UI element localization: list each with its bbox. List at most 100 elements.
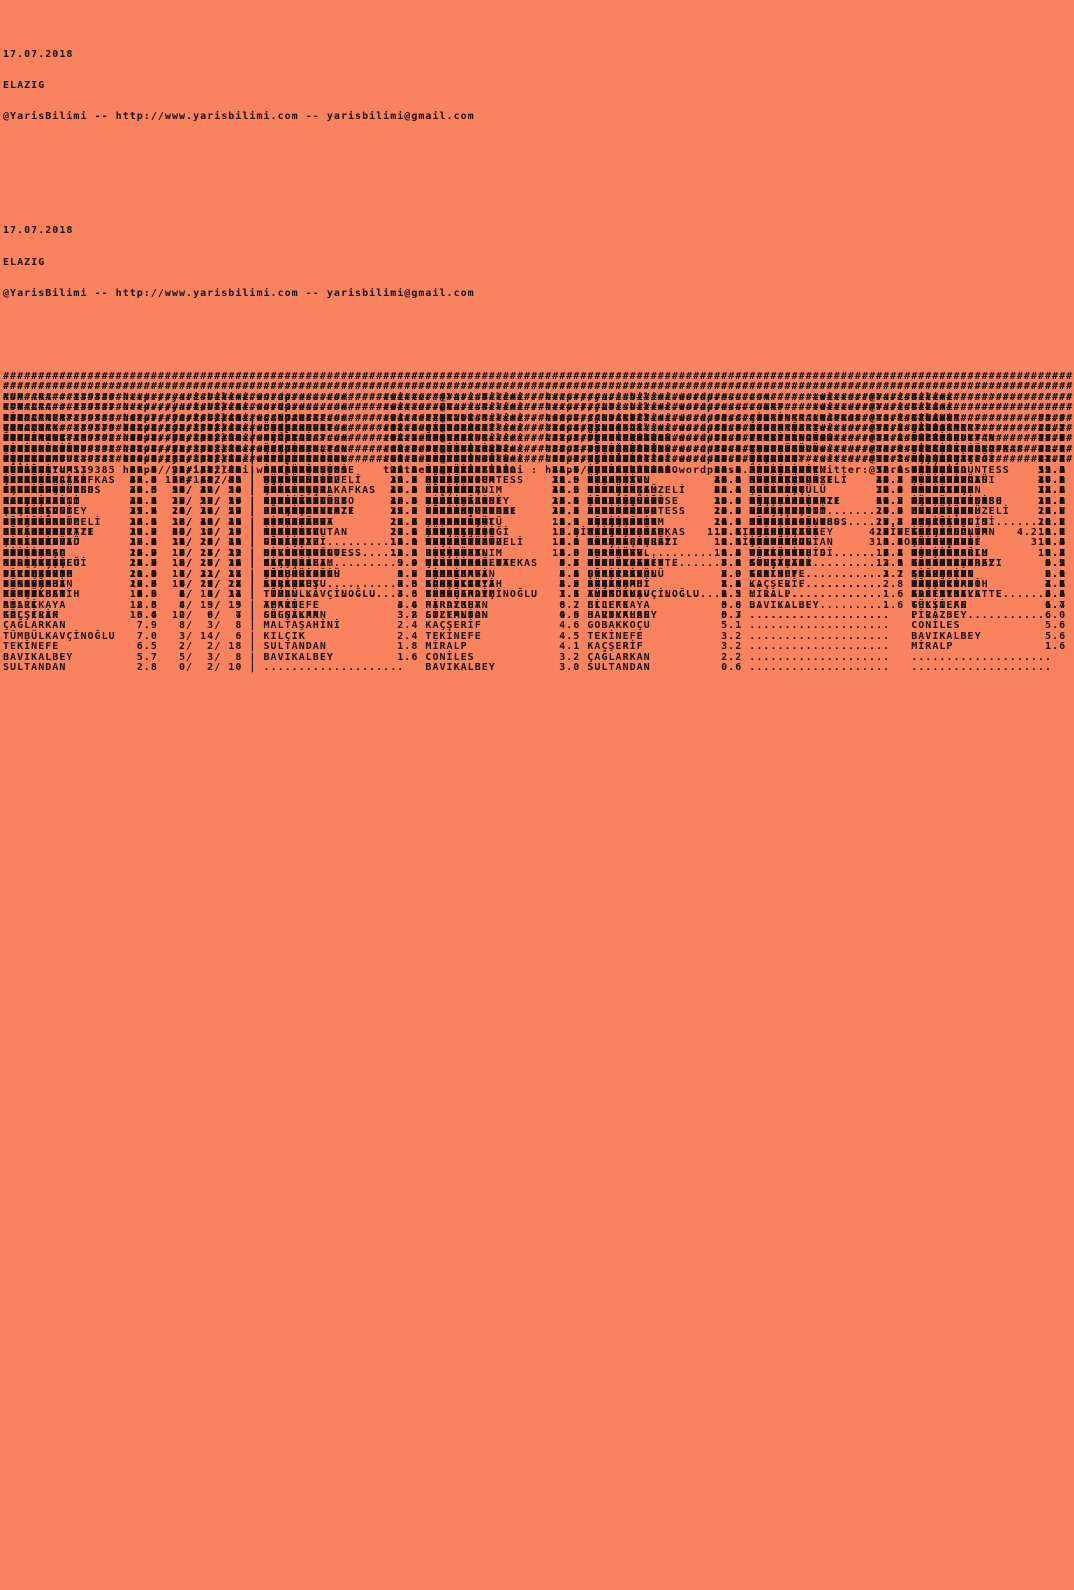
stats-row: KURTKIZ 50.6 52/ 41/ 24 | REVŞANHANIM 38… xyxy=(3,454,1074,466)
stats-row: PERVİNSULTAN 67.2 69/ 48/ 22 | CEĞİTLİ 5… xyxy=(3,433,1074,445)
stats-row: MONDES 9.3 7/ 5/ 12 | ..................… xyxy=(3,547,1074,559)
spacer xyxy=(3,341,1074,351)
separator-line: ########################################… xyxy=(3,443,1074,455)
location-line: ELAZIG xyxy=(3,79,46,91)
block-source-line: KUM ARA = 139385 http://yarisbilimi.word… xyxy=(3,464,954,476)
stats-row: CANBERKHAN 16.7 10/ 11/ 18 | SELİMBEY 1.… xyxy=(3,578,1074,590)
column-header-line: TOTAL #1/#2/#3 LG LR LD LRF LA xyxy=(3,412,940,424)
stats-row: WHITEORCHID 16.9 11/ 18/ 11 | VİOLİN 13.… xyxy=(3,537,1074,549)
stats-row: TÜMBÜLFATİH 6.8 3/ 6/ 11 | .............… xyxy=(3,589,1074,601)
stats-row: ŞEKERSEVGİ 17.5 9/ 19/ 17 | GÜLÇİNHANIM … xyxy=(3,506,1074,518)
stats-row: SELİMBEY 25.2 13/ 20/ 16 | SARAÇKIZI 18.… xyxy=(3,537,1074,549)
race-block: ########################################… xyxy=(3,444,1074,673)
stats-row: TOPRAKSU 35.9 16/ 34/ 41 | TOPRAKSU 27.2… xyxy=(3,516,1074,528)
stats-row: KAKTEE 24.1 18/ 22/ 19 | HARDYKHAN 19.0 … xyxy=(3,495,1074,507)
stats-row: KRALSOY 32.4 34/ 23/ 28 | GÜNEYŞAHİ 11.0… xyxy=(3,537,1074,549)
column-header-line: TOTAL #1/#2/#3 LG LR LD LRF LA xyxy=(3,423,940,435)
stats-row: DEMİRYAYLASI 28.9 8/ 31/ 50 | BEHEMAĞA 1… xyxy=(3,464,1074,476)
block-source-line: KUM ARA = 139381 http://yarisbilimi.word… xyxy=(3,454,954,466)
stats-row: EZNAVUR 61.1 65/ 30/ 49 | DİZDARMERT 47.… xyxy=(3,423,1074,435)
stats-row: ÇAĞLARKAN 7.9 8/ 3/ 8 | MALTAŞAHİNİ 2.4 … xyxy=(3,620,1074,632)
stats-row: OTANTİK 56.4 38/ 42/ 65 | MYTİTANIUM 30.… xyxy=(3,475,1074,486)
stats-row: BOSFORATA 27.7 20/ 18/ 26 | SAGAMİ 19.4 … xyxy=(3,526,1074,538)
stats-row: ÖZŞUBAT 58.6 31/ 68/ 44 | SEVENBİLİR 38.… xyxy=(3,454,1074,466)
stats-row: ZENBABA 26.9 26/ 22/ 27 | JOKERTUMBUL 15… xyxy=(3,464,1074,476)
stats-row: SUSUZBEY 11.0 5/ 10/ 14 | BALAKBABA 3.4 … xyxy=(3,558,1074,570)
separator-line: ########################################… xyxy=(3,381,1074,393)
report: 17.07.2018 ELAZIG @YarisBilimi -- http:/… xyxy=(0,0,1074,673)
date-line: 17.07.2018 xyxy=(3,48,74,60)
stats-row: CEĞİTLİ 50.4 28/ 51/ 55 | DEHİBEHANIM 25… xyxy=(3,464,1074,476)
stats-row: GÜNEYŞAHİ 20.8 7/ 19/ 27 | ANAKOKUŞU 0.8… xyxy=(3,578,1074,590)
spacer xyxy=(3,164,1074,185)
stats-row: BRUSKOĞLU 4.2 3/ 3/ 4 | BRUSKOĞLU 1.7 BR… xyxy=(3,516,1074,528)
stats-row: AYÇIRA 37.2 24/ 36/ 12 | PİRAZBEY 25.7 G… xyxy=(3,506,1074,518)
stats-row: ÇANGOBAK 113.5 147/ 70/ 40 | ÖMERFARUK 5… xyxy=(3,423,1074,435)
stats-row: ÖMERFARUK 82.7 46/101/ 64 | UÇARKANAT 51… xyxy=(3,433,1074,445)
stats-row: MÜHLİSHOCA 85.6 110/ 50/ 31 | UÇANZENGİN… xyxy=(3,475,1074,486)
stats-row: UÇARKANAT 38.2 18/ 32/ 54 | TEKTEKİNOĞLU… xyxy=(3,454,1074,466)
column-header-line: TOTAL #1/#2/#3 LG LR LD LRF LA xyxy=(3,433,940,445)
stats-row: ZORARAP 19.5 9/ 23/ 16 | SERVİSU 6.3 TRA… xyxy=(3,495,1074,507)
stats-row: KISAMAHMUT 10.0 6/ 6/ 7 | TRABLUSLU 0.8 … xyxy=(3,526,1045,538)
separator-line: ########################################… xyxy=(3,391,1074,403)
stats-row: MALTAŞAHİNİ 41.2 20/ 52/ 50 | CONİLES 40… xyxy=(3,495,1074,507)
stats-row: TEKİNEFE 6.5 2/ 2/ 18 | SULTANDAN 1.8 Mİ… xyxy=(3,641,1074,653)
stats-row: HİVEL 37.3 25/ 62/ 7 | ZORARAP 17.7 SERV… xyxy=(3,443,1074,455)
stats-row: İSTANBULHOUSE 40.0 37/ 39/ 24 | SAALİH 2… xyxy=(3,485,1074,497)
stats-row: SİRABENDE 7.9 4/ 6/ 11 | ...............… xyxy=(3,537,1060,549)
stats-row: TEKUÇARLIM 21.3 11/ 31/ 21 | TÜMBÜLFATİH… xyxy=(3,568,1074,580)
separator-line: ########################################… xyxy=(3,371,1074,383)
stats-row: BEYZAM 23.6 14/ 18/ 16 | GREENVOILETTE 1… xyxy=(3,506,1074,518)
stats-row: SERVİSU 23.3 12/ 19/ 29 | ÇİRKİNKRALKAFK… xyxy=(3,485,1074,497)
stats-row: TEKDAĞGÜLÜ 34.5 34/ 20/ 14 | KOPKAPTAR 2… xyxy=(3,485,1074,497)
stats-row: PİRAZBEY 20.0 18/ 13/ 17 | DORUGÜZEL 8.0… xyxy=(3,568,1074,580)
separator-line: ########################################… xyxy=(3,412,1074,424)
date-line: 17.07.2018 xyxy=(3,225,74,237)
separator-line: ########################################… xyxy=(3,402,1074,414)
stats-row: BİLEKKAYA 12.3 8/ 13/ 15 | TEKİNEFE 3.6 … xyxy=(3,599,1074,611)
stats-row: VİOLİN 100.2 152/ 30/ 17 | AİGAİ 40.0 Vİ… xyxy=(3,454,1074,466)
stats-row: CANDAKIZI 50.8 72/ 29/ 13 | HİVEL 44.1 Z… xyxy=(3,433,1074,445)
stats-row: KAÇŞERİF 10.4 10/ 9/ 4 | SAGNAKHAN 3.2 S… xyxy=(3,610,1074,622)
stats-row: KAYNAKLITURBO 37.8 19/ 42/ 50 | HİMALA 1… xyxy=(3,485,1074,497)
stats-row: DİZDARMERT 67.7 50/ 66/ 48 | CANDAKIZI 5… xyxy=(3,412,1074,424)
stats-row: BABAHAMDİ 7.6 4/ 7/ 2 | ................… xyxy=(3,578,1074,590)
separator-line: ########################################… xyxy=(3,402,1074,414)
stats-row: MİRALP 31.8 63/ 13/ 13 | MİRALP 21.5 KIL… xyxy=(3,526,1074,538)
stats-row: ÇİRKİNKRALKAFKAS 23.9 13/ 11/ 20 | BOZHÖ… xyxy=(3,475,1074,486)
stats-row: GELENAY 15.7 8/ 14/ 19 | BEDİAKIZ 0.8 ŞE… xyxy=(3,526,1074,538)
column-header-line: TOTAL #1/#2/#3 LG LR LD LRF LA xyxy=(3,475,940,486)
stats-row: AİGAİ 43.4 17/ 39/ 52 | ELJEFE 22.3 İLKN… xyxy=(3,464,1074,476)
race-blocks: ########################################… xyxy=(3,371,1074,673)
stats-row: SERHOŞDEDE 21.0 6/ 21/ 38 | CANBERKHAN 3… xyxy=(3,568,1074,580)
stats-row: SUZİKAYA 35.8 37/ 35/ 15 | KRALSOY 20.1 … xyxy=(3,526,1074,538)
race-block: ########################################… xyxy=(3,402,1074,600)
stats-row: GÜMGÜM 41.3 23/ 42/ 54 | HASKÖYİNCİSİ 30… xyxy=(3,464,1074,476)
stats-row: AMARİ 8.6 4/ 9/ 9 | AMARİ 4.4 HARDYKHAN … xyxy=(3,599,1074,611)
column-header-line: TOTAL #1/#2/#3 LG LR LD LRF LA xyxy=(3,454,940,466)
race-block: ########################################… xyxy=(3,381,1074,528)
stats-row: GÜLŞİLAN 5.6 2/ 6/ 7 | GÜLŞİLAN 3.8 GİZE… xyxy=(3,610,1074,622)
separator-line: ########################################… xyxy=(3,381,1074,393)
stats-row: TRABLUSLU 15.6 10/ 11/ 13 | ZENBABA 2.7 … xyxy=(3,506,1074,518)
stats-row: UÇANZENGİN 39.6 30/ 33/ 24 | MÜHLİSHOCA … xyxy=(3,485,1074,497)
separator-line: ########################################… xyxy=(3,433,1074,445)
stats-row: BEDİAKIZ 13.1 5/ 14/ 9 | GELENAY 0.8 BED… xyxy=(3,537,1074,549)
stats-row: GİZEMLİON 13.4 7/ 21/ 13 | GİZEMLİON 6.7… xyxy=(3,568,1074,580)
separator-line: ########################################… xyxy=(3,391,1074,403)
stats-row: CANKUTAY 22.5 9/ 21/ 24 | GECEKUŞU 7.0 C… xyxy=(3,485,1074,497)
stats-row: BOZHÖYÜKGÜZELİ 13.4 3/ 5/ 26 | KISAMAHMU… xyxy=(3,516,1074,528)
stats-row: ERCANZAT 39.1 32/ 20/ 35 | KARAOGLANBEY … xyxy=(3,495,1074,507)
stats-row: TİRAN 12.5 3/ 10/ 27 | KARAATEŞ 4.8 GÜLŞ… xyxy=(3,578,1074,590)
location-line: ELAZIG xyxy=(3,256,46,268)
block-source-line: KUM ARA = 139388 http://yarisbilimi.word… xyxy=(3,412,954,424)
stats-row: CONİLES 23.3 17/ 24/ 19 | BİLEKKAYA 11.5… xyxy=(3,547,1074,559)
race-block: ########################################… xyxy=(3,391,1074,559)
contact-line: @YarisBilimi -- http://www.yarisbilimi.c… xyxy=(3,111,475,123)
stats-row: NİZAMİ 28.8 16/ 40/ 17 | DEMBABA 20.2 BO… xyxy=(3,516,1074,528)
stats-row: SAALİH 31.8 20/ 23/ 29 | SERHOŞDEDE 22.2… xyxy=(3,506,1074,518)
separator-line: ########################################… xyxy=(3,423,1074,435)
stats-row: MYTİTANIUM 66.7 98/ 33/ 22 | İSTANBULHOU… xyxy=(3,464,1074,476)
stats-row: ELJEFE 20.1 12/ 13/ 15 | BEYZAM 15.8 KAR… xyxy=(3,516,1074,528)
